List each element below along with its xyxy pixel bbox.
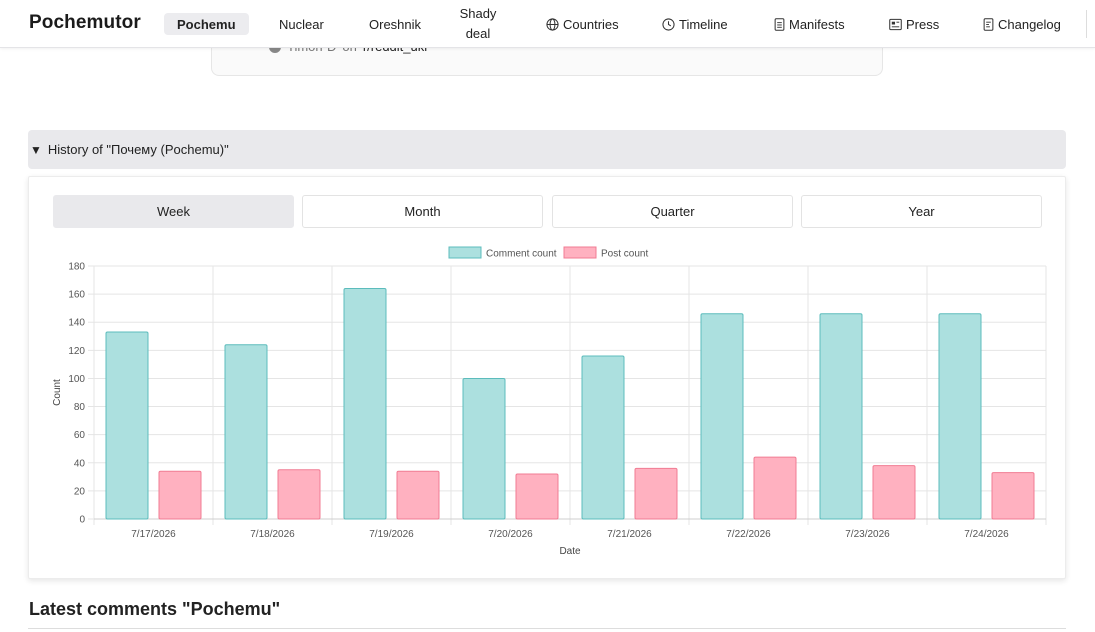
tab-label: Quarter <box>650 204 695 219</box>
y-axis-title: Count <box>52 379 63 406</box>
x-tick-label: 7/22/2026 <box>726 529 771 540</box>
comment-count-bar <box>105 331 149 520</box>
post-count-bar <box>277 469 321 520</box>
post-count-bar <box>991 472 1035 520</box>
nav-item-shady-deal[interactable]: Shady deal <box>454 0 502 48</box>
tab-label: Month <box>404 204 441 219</box>
nav-item-nuclear[interactable]: Nuclear <box>279 0 324 48</box>
nav-item-manifests[interactable]: Manifests <box>774 0 845 48</box>
x-tick-label: 7/18/2026 <box>250 529 295 540</box>
history-bar-chart: 0 20 40 60 80 100 120 140 160 180 7/17/2026 7/18/20… <box>52 246 1047 557</box>
post-count-bar <box>515 473 559 520</box>
post-count-bar <box>158 470 202 520</box>
nav-divider <box>1086 10 1087 38</box>
x-axis-title: Date <box>559 546 581 557</box>
comment-count-bar <box>581 355 625 520</box>
y-tick-label: 120 <box>68 346 85 357</box>
history-title: History of "Почему (Pochemu)" <box>47 142 229 157</box>
nav-item-label: Press <box>906 16 940 32</box>
divider <box>28 628 1066 629</box>
nav-item-label: Pochemu <box>177 16 236 32</box>
nav-item-label: Oreshnik <box>369 16 422 32</box>
x-tick-label: 7/23/2026 <box>845 529 890 540</box>
x-tick-label: 7/19/2026 <box>369 529 414 540</box>
x-tick-label: 7/17/2026 <box>131 529 176 540</box>
changelog-icon <box>983 17 994 31</box>
tab-label: Week <box>157 204 190 219</box>
nav-item-timeline[interactable]: Timeline <box>662 0 728 48</box>
legend-swatch <box>563 246 597 259</box>
tab-week[interactable]: Week <box>53 195 294 228</box>
nav-item-label: Countries <box>563 16 619 32</box>
clock-icon <box>662 17 675 31</box>
y-tick-label: 180 <box>68 262 85 273</box>
y-tick-label: 0 <box>79 515 85 526</box>
comment-count-bar <box>938 313 982 520</box>
post-count-bar <box>872 465 916 520</box>
nav-item-label: Shady deal <box>459 6 497 41</box>
comment-count-bar <box>343 287 387 520</box>
comment-count-bar <box>224 344 268 520</box>
nav-item-oreshnik[interactable]: Oreshnik <box>369 0 421 48</box>
nav-item-press[interactable]: Press <box>889 0 939 48</box>
y-tick-label: 20 <box>74 486 86 497</box>
nav-item-changelog[interactable]: Changelog <box>983 0 1061 48</box>
legend-label: Comment count <box>486 249 557 260</box>
post-count-bar <box>396 470 440 520</box>
nav-item-countries[interactable]: Countries <box>546 0 619 48</box>
post-count-bar <box>753 456 797 520</box>
chart-card: Week Month Quarter Year 0 20 40 60 80 100 120 1… <box>28 176 1066 579</box>
legend-swatch <box>448 246 482 259</box>
comment-count-bar <box>462 377 506 520</box>
tab-month[interactable]: Month <box>302 195 543 228</box>
document-icon <box>774 17 785 31</box>
disclosure-triangle-icon: ▼ <box>30 142 42 157</box>
comment-count-bar <box>819 313 863 520</box>
history-toggle[interactable]: ▼ History of "Почему (Pochemu)" <box>28 130 1066 169</box>
y-tick-label: 100 <box>68 374 85 385</box>
nav-item-pochemu[interactable]: Pochemu <box>164 13 249 35</box>
y-tick-label: 60 <box>74 430 86 441</box>
nav-item-label: Timeline <box>679 16 728 32</box>
y-tick-label: 80 <box>74 402 86 413</box>
nav-item-label: Manifests <box>789 16 845 32</box>
site-brand[interactable]: Pochemutor <box>29 12 141 33</box>
tab-label: Year <box>908 204 935 219</box>
y-tick-label: 140 <box>68 318 85 329</box>
legend-label: Post count <box>601 249 648 260</box>
latest-comments-title: Latest comments "Pochemu" <box>29 599 281 619</box>
comment-count-bar <box>700 313 744 520</box>
x-tick-label: 7/24/2026 <box>964 529 1009 540</box>
nav-item-label: Nuclear <box>279 16 324 32</box>
x-tick-label: 7/21/2026 <box>607 529 652 540</box>
y-tick-label: 40 <box>74 458 86 469</box>
nav-item-label: Changelog <box>998 16 1061 32</box>
tab-quarter[interactable]: Quarter <box>552 195 793 228</box>
y-tick-label: 160 <box>68 290 85 301</box>
x-tick-label: 7/20/2026 <box>488 529 533 540</box>
globe-icon <box>546 17 559 31</box>
top-navigation: Pochemutor Pochemu Nuclear Oreshnik Shad… <box>0 0 1095 48</box>
newspaper-icon <box>889 18 902 31</box>
tab-year[interactable]: Year <box>801 195 1042 228</box>
post-count-bar <box>634 467 678 520</box>
